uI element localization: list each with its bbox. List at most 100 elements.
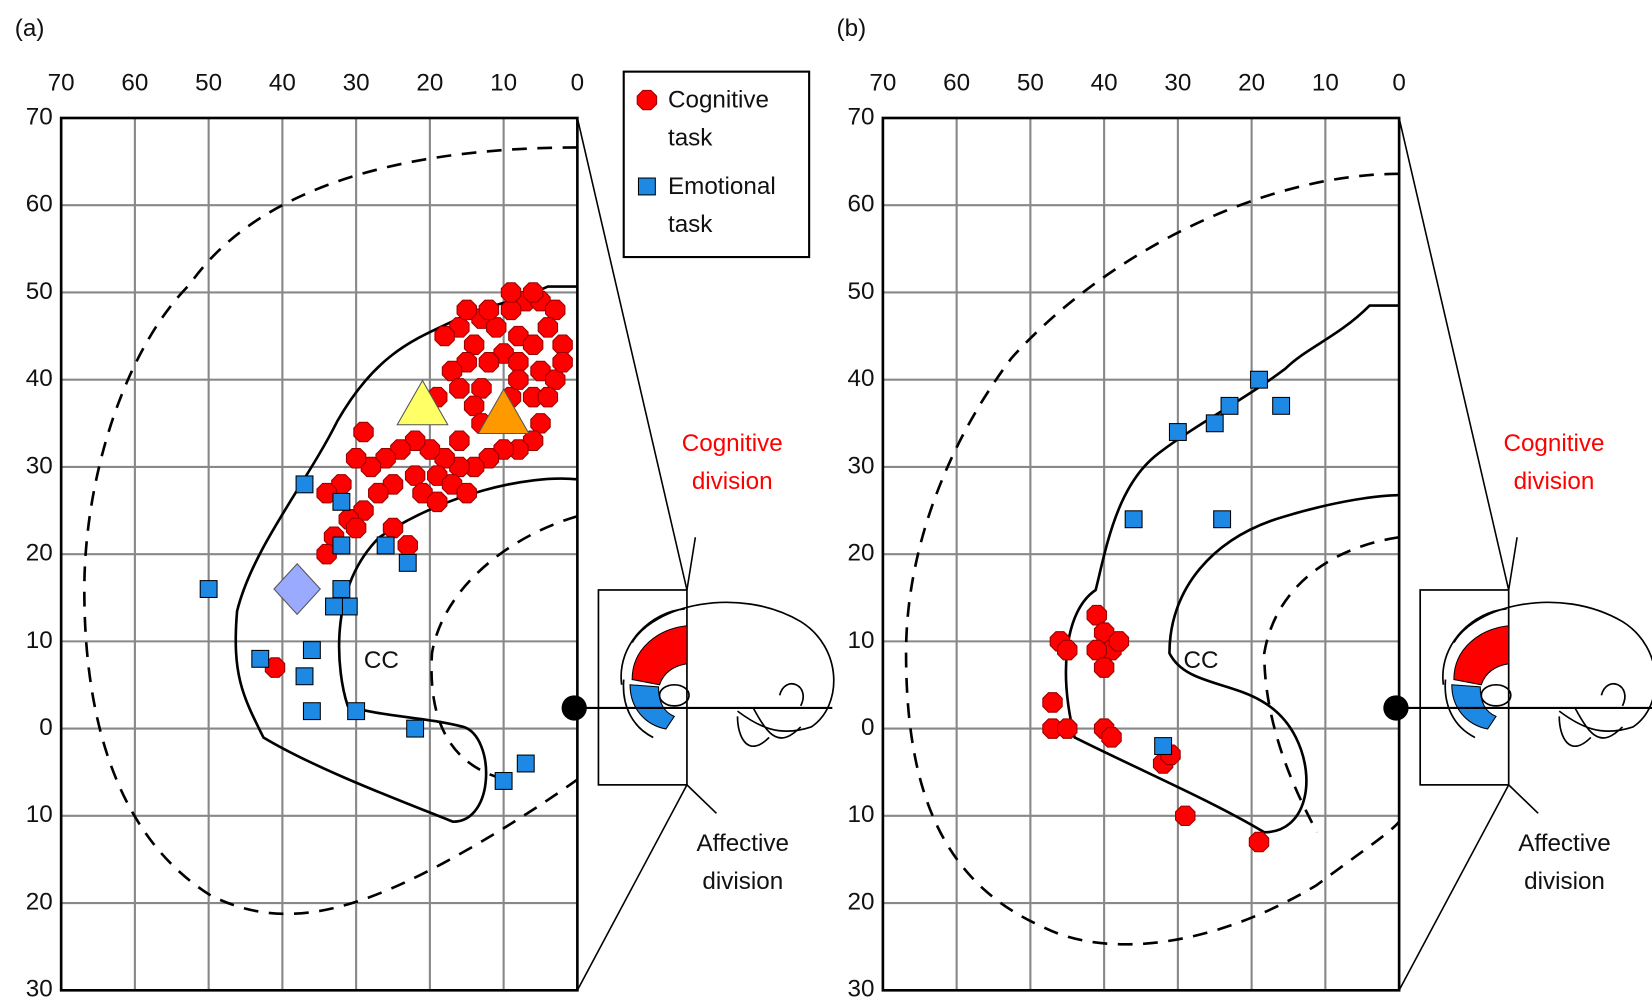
annotation-box: Affective division [664, 824, 822, 908]
data-point [1087, 640, 1106, 659]
data-point [435, 326, 454, 345]
legend-marker [638, 178, 655, 195]
y-tick-label: 0 [39, 714, 52, 741]
x-tick-label: 10 [1312, 70, 1339, 97]
data-point [1273, 397, 1290, 414]
y-tick-label: 10 [848, 801, 875, 828]
data-point [553, 335, 572, 354]
y-tick-label: 30 [26, 976, 53, 1003]
cc-label: CC [1184, 647, 1219, 674]
data-point [464, 335, 483, 354]
data-point [399, 554, 416, 571]
y-tick-label: 60 [848, 191, 875, 218]
data-point [1102, 728, 1121, 747]
data-point [333, 493, 350, 510]
data-point [326, 598, 343, 615]
data-point [346, 518, 365, 537]
x-tick-label: 40 [269, 70, 296, 97]
y-tick-label: 10 [848, 627, 875, 654]
affective-division-label: Affective division [664, 824, 822, 900]
data-point [333, 581, 350, 598]
data-point [517, 755, 534, 772]
data-point [303, 703, 320, 720]
panel-label: (a) [15, 15, 45, 42]
data-point [377, 537, 394, 554]
data-point [538, 387, 557, 406]
x-tick-label: 50 [1017, 70, 1044, 97]
x-tick-label: 70 [48, 70, 75, 97]
data-point [428, 492, 447, 511]
data-point [1043, 693, 1062, 712]
y-tick-label: 20 [26, 888, 53, 915]
plot [883, 118, 1399, 990]
figure: (a) (b) CC CC Cognitive division Affecti… [0, 0, 1652, 1004]
y-tick-label: 70 [26, 103, 53, 130]
data-point [200, 581, 217, 598]
y-tick-label: 10 [26, 627, 53, 654]
x-tick-label: 20 [416, 70, 443, 97]
data-point [1087, 605, 1106, 624]
x-tick-label: 50 [195, 70, 222, 97]
data-point [303, 642, 320, 659]
affective-division-label: Affective division [1486, 824, 1644, 900]
data-point [346, 448, 365, 467]
y-tick-label: 30 [26, 452, 53, 479]
y-tick-label: 20 [848, 540, 875, 567]
data-point [553, 353, 572, 372]
data-point [501, 283, 520, 302]
data-point [523, 283, 542, 302]
data-point [509, 370, 528, 389]
data-point [538, 318, 557, 337]
x-tick-label: 20 [1238, 70, 1265, 97]
data-point [450, 379, 469, 398]
legend-text: Cognitive task [668, 80, 805, 164]
data-point [296, 476, 313, 493]
cognitive-division-label: Cognitive division [1475, 424, 1633, 500]
data-point [333, 537, 350, 554]
data-point [546, 300, 565, 319]
x-tick-label: 30 [343, 70, 370, 97]
y-tick-label: 40 [848, 365, 875, 392]
data-point [531, 414, 550, 433]
brain-inset [562, 537, 834, 813]
data-point [1176, 806, 1195, 825]
y-tick-label: 20 [26, 540, 53, 567]
data-point [407, 720, 424, 737]
data-point [1125, 511, 1142, 528]
legend-marker [637, 90, 656, 109]
panel-label: (b) [837, 15, 867, 42]
x-tick-label: 0 [571, 70, 584, 97]
data-point [457, 300, 476, 319]
y-tick-label: 20 [848, 888, 875, 915]
brain-inset [1383, 537, 1652, 813]
data-point [252, 650, 269, 667]
data-point [405, 466, 424, 485]
x-tick-label: 0 [1392, 70, 1405, 97]
data-point [1169, 424, 1186, 441]
y-tick-label: 60 [26, 191, 53, 218]
data-point [1109, 632, 1128, 651]
data-point [509, 353, 528, 372]
data-point [296, 668, 313, 685]
data-point [464, 396, 483, 415]
data-point [1214, 511, 1231, 528]
x-tick-label: 70 [869, 70, 896, 97]
data-point [398, 536, 417, 555]
data-point [354, 422, 373, 441]
y-tick-label: 70 [848, 103, 875, 130]
data-point [1155, 738, 1172, 755]
data-point [442, 361, 461, 380]
legend-label: Cognitive task [668, 80, 805, 156]
data-point [1206, 415, 1223, 432]
data-point [274, 564, 320, 615]
data-point [479, 300, 498, 319]
cognitive-division-label: Cognitive division [653, 424, 811, 500]
data-point [383, 518, 402, 537]
data-point [450, 431, 469, 450]
data-point [472, 379, 491, 398]
data-point [348, 703, 365, 720]
data-point [1058, 719, 1077, 738]
data-point [1221, 397, 1238, 414]
y-tick-label: 30 [848, 452, 875, 479]
x-tick-label: 40 [1091, 70, 1118, 97]
